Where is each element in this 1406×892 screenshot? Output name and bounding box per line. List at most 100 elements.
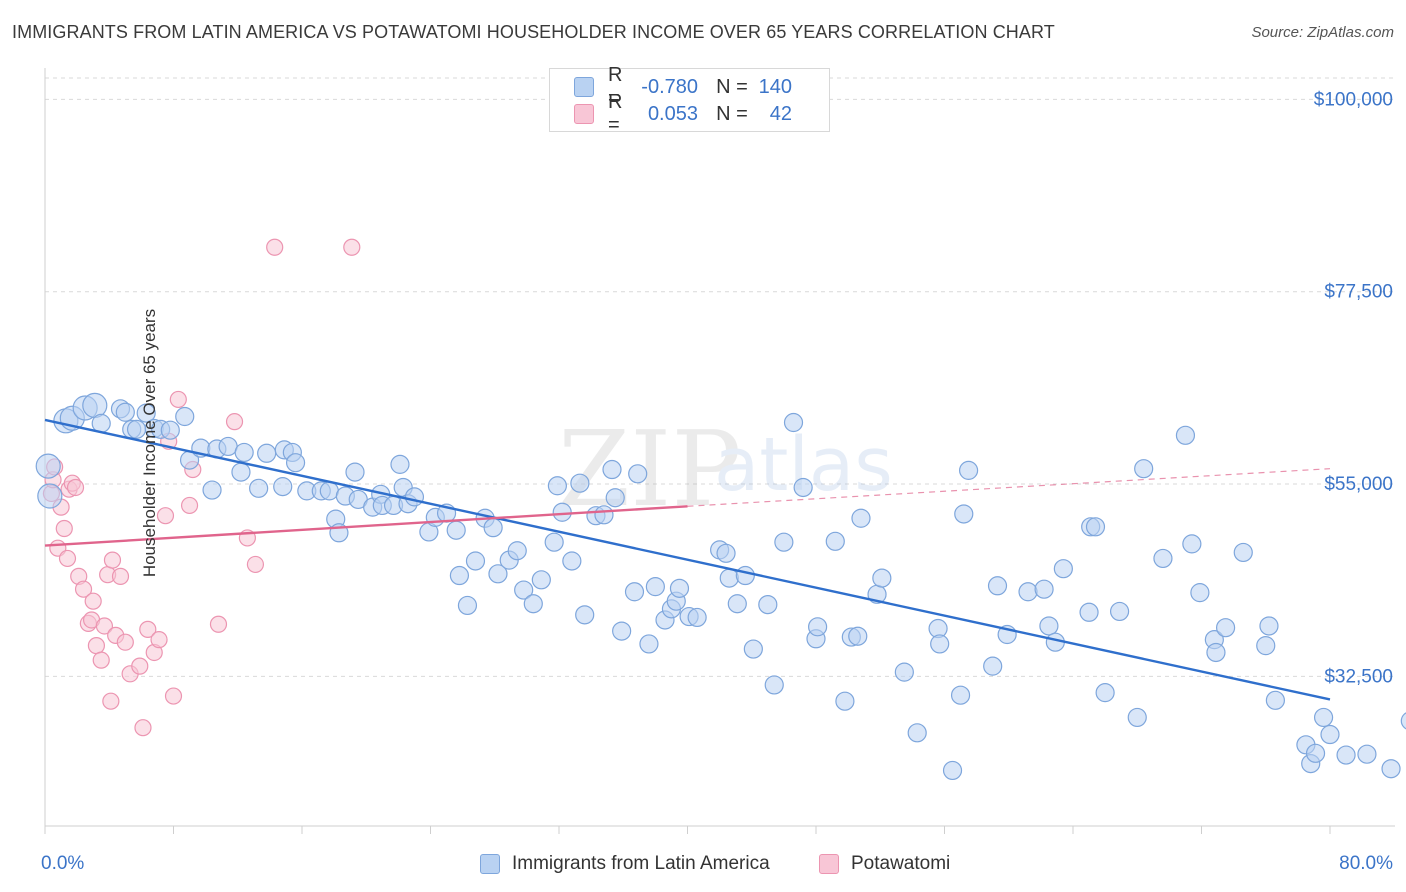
data-point-immigrants [727, 594, 747, 614]
data-point-potawatomi [150, 631, 168, 649]
source-credit: Source: ZipAtlas.com [1251, 24, 1394, 41]
data-point-immigrants [1190, 583, 1210, 603]
data-point-immigrants [930, 634, 950, 654]
data-point-potawatomi [84, 592, 102, 610]
chart-title: IMMIGRANTS FROM LATIN AMERICA VS POTAWAT… [12, 22, 1055, 42]
data-point-immigrants [1182, 534, 1202, 554]
data-point-immigrants [669, 578, 690, 598]
data-point-potawatomi [169, 390, 187, 409]
data-point-immigrants [605, 488, 625, 508]
data-point-immigrants [552, 502, 572, 522]
data-point-immigrants [1053, 559, 1073, 579]
data-point-immigrants [35, 453, 61, 479]
data-point-immigrants [639, 634, 659, 654]
data-point-immigrants [1018, 582, 1038, 602]
data-point-potawatomi [343, 238, 361, 256]
data-point-immigrants [764, 675, 784, 695]
data-point-immigrants [523, 594, 543, 614]
data-point-potawatomi [180, 496, 199, 515]
data-point-immigrants [547, 476, 567, 496]
y-tick-label: $32,500 [1324, 666, 1393, 687]
data-point-immigrants [758, 594, 778, 615]
data-point-immigrants [457, 595, 478, 616]
data-point-immigrants [1381, 759, 1401, 779]
data-point-immigrants [1233, 542, 1253, 563]
legend-r-label: R = [608, 91, 623, 136]
data-point-immigrants [848, 626, 868, 646]
data-point-immigrants [404, 487, 425, 507]
legend-swatch-pink [819, 854, 839, 874]
data-point-potawatomi [111, 567, 130, 585]
data-point-potawatomi [74, 580, 93, 598]
data-point-immigrants [449, 565, 470, 586]
data-point-immigrants [1265, 690, 1285, 710]
data-point-immigrants [514, 580, 534, 600]
data-point-immigrants [570, 473, 590, 493]
trend-line-potawatomi [44, 505, 688, 547]
data-point-immigrants [218, 436, 238, 457]
trend-line-potawatomi-extension [687, 468, 1331, 507]
data-point-immigrants [1305, 743, 1326, 763]
data-point-immigrants [345, 462, 365, 482]
legend-n-label: N = [716, 75, 748, 98]
data-point-immigrants [1079, 602, 1099, 622]
data-point-immigrants [958, 460, 979, 480]
legend-r-value: 0.053 [647, 102, 698, 125]
legend-item-potawatomi: Potawatomi [819, 853, 950, 875]
data-point-potawatomi [55, 519, 73, 538]
data-point-immigrants [273, 477, 293, 497]
data-point-immigrants [942, 760, 963, 781]
data-point-immigrants [234, 442, 254, 463]
data-point-immigrants [1134, 459, 1154, 479]
data-point-immigrants [602, 459, 622, 480]
data-point-potawatomi [139, 620, 157, 638]
data-point-immigrants [1215, 618, 1236, 638]
legend-n-value: 140 [758, 75, 792, 98]
data-point-immigrants [719, 568, 739, 588]
data-point-immigrants [950, 685, 971, 705]
data-point-potawatomi [87, 637, 106, 655]
data-point-immigrants [1085, 517, 1106, 537]
data-point-immigrants [1259, 616, 1279, 636]
data-point-immigrants [735, 565, 755, 586]
data-point-immigrants [628, 464, 648, 484]
trend-line-immigrants [44, 418, 1331, 701]
data-point-potawatomi [225, 413, 244, 431]
data-point-immigrants [136, 403, 156, 423]
data-point-potawatomi [164, 687, 183, 705]
correlation-legend: R = -0.780 N = 140 R = 0.053 N = 42 [549, 64, 830, 136]
data-point-immigrants [257, 443, 277, 463]
data-point-immigrants [774, 532, 794, 552]
y-axis-label: Householder Income Over 65 years [140, 308, 160, 578]
data-point-immigrants [983, 656, 1003, 676]
data-point-immigrants [1256, 636, 1276, 656]
data-point-potawatomi [116, 633, 134, 651]
data-point-immigrants [1127, 707, 1147, 728]
data-point-immigrants [872, 568, 892, 588]
data-point-immigrants [645, 577, 665, 597]
data-point-immigrants [488, 564, 508, 584]
data-point-immigrants [202, 480, 222, 500]
data-point-immigrants [835, 691, 855, 711]
legend-swatch-blue [574, 77, 594, 97]
data-point-immigrants [390, 454, 410, 474]
data-point-immigrants [894, 662, 914, 682]
data-point-immigrants [851, 508, 871, 528]
data-point-immigrants [160, 420, 180, 440]
legend-n-label: N = [716, 102, 748, 125]
data-point-potawatomi [95, 617, 114, 635]
data-point-immigrants [231, 462, 251, 482]
axes [44, 68, 1395, 834]
data-point-potawatomi [134, 719, 152, 737]
data-point-potawatomi [209, 615, 228, 633]
data-point-immigrants [1153, 548, 1173, 569]
legend-row-blue: R = -0.780 N = 140 [574, 64, 792, 109]
data-point-immigrants [465, 551, 486, 571]
data-point-immigrants [687, 607, 707, 628]
data-point-immigrants [249, 478, 269, 498]
trend-lines [44, 418, 1331, 701]
data-point-immigrants [1313, 707, 1334, 728]
y-tick-label: $100,000 [1314, 89, 1393, 110]
data-point-potawatomi [131, 657, 149, 675]
